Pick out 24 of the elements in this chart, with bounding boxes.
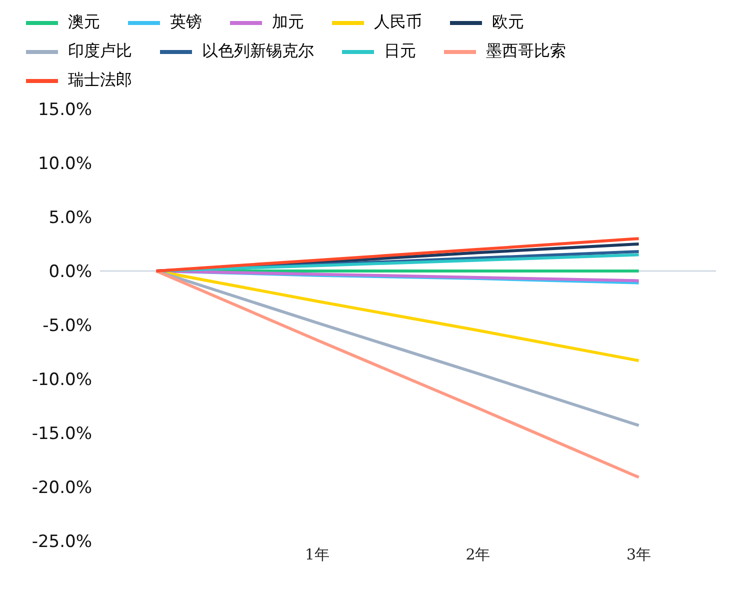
legend-label: 瑞士法郎: [68, 70, 132, 91]
y-tick-label: 10.0%: [38, 154, 92, 174]
legend-label: 日元: [384, 41, 416, 62]
y-tick-label: -20.0%: [32, 478, 92, 498]
line-series: [154, 270, 640, 479]
legend-label: 加元: [272, 12, 304, 33]
legend-label: 澳元: [68, 12, 100, 33]
line-series: [154, 237, 640, 272]
legend-label: 墨西哥比索: [486, 41, 566, 62]
legend-label: 以色列新锡克尔: [202, 41, 314, 62]
legend-label: 人民币: [374, 12, 422, 33]
y-tick-label: -15.0%: [32, 424, 92, 444]
y-tick-label: -25.0%: [32, 532, 92, 552]
legend-label: 印度卢比: [68, 41, 132, 62]
x-tick-label: 1年: [304, 546, 330, 564]
y-tick-label: 0.0%: [48, 262, 92, 282]
x-tick-label: 3年: [626, 546, 652, 564]
x-tick-label: 2年: [466, 546, 490, 564]
y-tick-label: 5.0%: [48, 208, 92, 228]
legend-label: 英镑: [170, 12, 202, 33]
y-tick-label: -5.0%: [42, 316, 92, 336]
y-tick-label: 15.0%: [38, 100, 92, 120]
legend-label: 欧元: [492, 12, 524, 33]
y-tick-label: -10.0%: [32, 370, 92, 390]
